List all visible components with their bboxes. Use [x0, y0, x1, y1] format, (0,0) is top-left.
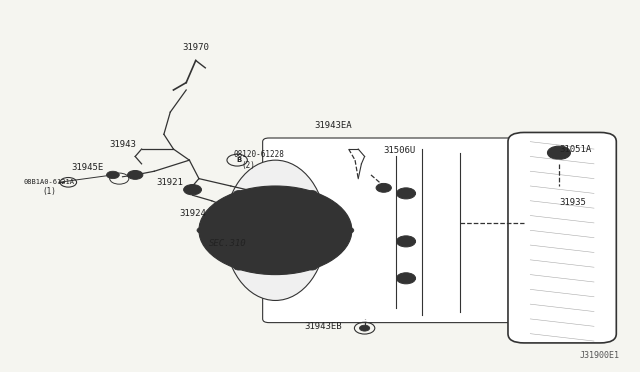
Ellipse shape [225, 160, 326, 301]
Circle shape [234, 190, 244, 196]
Circle shape [197, 227, 207, 233]
Text: 31051A: 31051A [559, 145, 591, 154]
Text: 31943EA: 31943EA [314, 121, 351, 129]
Text: 08120-61228: 08120-61228 [234, 150, 285, 159]
Text: B: B [236, 157, 242, 163]
Text: 31506U: 31506U [384, 147, 416, 155]
Text: 08B1A0-6121A: 08B1A0-6121A [24, 179, 75, 185]
Circle shape [184, 185, 202, 195]
Text: 31943EB: 31943EB [305, 322, 342, 331]
Text: 31970: 31970 [182, 44, 209, 52]
Circle shape [547, 146, 570, 160]
Circle shape [396, 236, 415, 247]
Circle shape [396, 188, 415, 199]
Text: SEC.310: SEC.310 [209, 239, 246, 248]
Circle shape [376, 183, 392, 192]
Text: 31945E: 31945E [71, 163, 104, 172]
Text: 31924: 31924 [179, 209, 206, 218]
Circle shape [127, 170, 143, 179]
Circle shape [106, 171, 119, 179]
Text: 31935: 31935 [559, 198, 586, 207]
Circle shape [307, 190, 317, 196]
Text: J31900E1: J31900E1 [579, 350, 620, 359]
FancyBboxPatch shape [508, 132, 616, 343]
Circle shape [554, 150, 564, 156]
Text: (2): (2) [241, 161, 255, 170]
Circle shape [396, 273, 415, 284]
Circle shape [307, 264, 317, 270]
Circle shape [218, 197, 333, 263]
Circle shape [241, 210, 310, 251]
Circle shape [199, 186, 352, 275]
Circle shape [344, 227, 354, 233]
Circle shape [360, 325, 370, 331]
Text: (1): (1) [42, 187, 56, 196]
FancyBboxPatch shape [262, 138, 518, 323]
Circle shape [256, 219, 294, 241]
Text: 31943: 31943 [109, 140, 136, 149]
Circle shape [234, 264, 244, 270]
Text: 31921: 31921 [156, 178, 183, 187]
